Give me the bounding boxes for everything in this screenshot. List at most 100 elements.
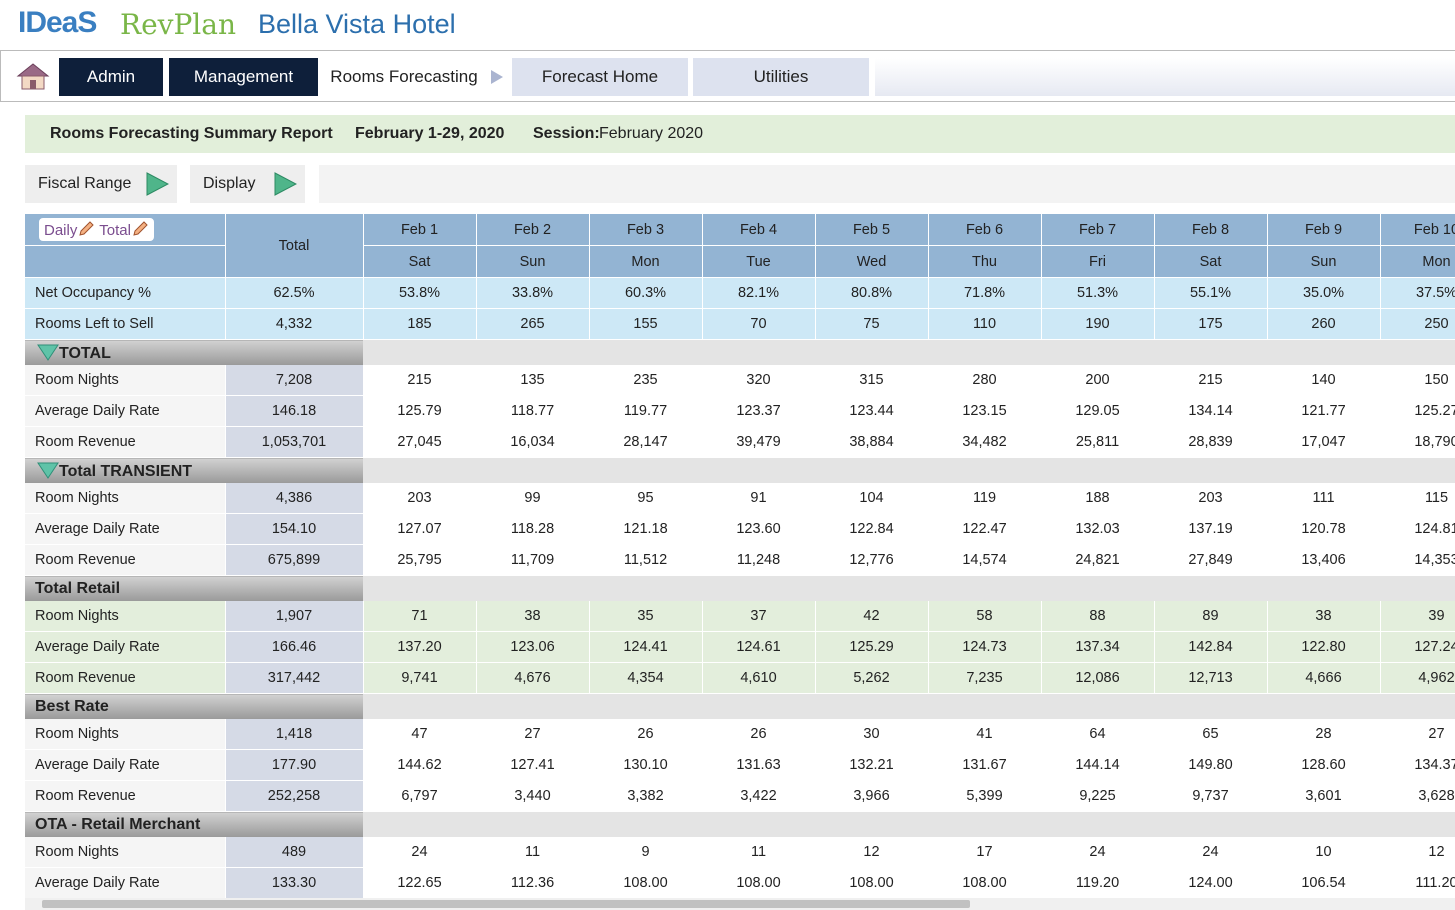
cell: 42 bbox=[815, 601, 929, 632]
product: RevPlan bbox=[120, 8, 236, 41]
cell: 28,839 bbox=[1154, 426, 1268, 458]
home-icon[interactable] bbox=[15, 61, 51, 91]
cell: 82.1% bbox=[702, 277, 816, 309]
cell: 188 bbox=[1041, 483, 1155, 514]
cell: 64 bbox=[1041, 719, 1155, 750]
date-header: Feb 3 bbox=[589, 214, 703, 246]
data-row: Room Revenue 317,442 9,741 4,676 4,354 4,610 5… bbox=[25, 662, 1455, 694]
section-label[interactable]: Total TRANSIENT bbox=[25, 457, 363, 483]
report-bar: Rooms Forecasting Summary Report Februar… bbox=[25, 115, 1455, 153]
cell: 4,610 bbox=[702, 662, 816, 694]
cell: 106.54 bbox=[1267, 867, 1381, 899]
cell: 123.15 bbox=[928, 395, 1042, 427]
cell: 203 bbox=[1154, 483, 1268, 514]
collapse-icon[interactable] bbox=[37, 461, 59, 479]
cell: 55.1% bbox=[1154, 277, 1268, 309]
data-row: Net Occupancy % 62.5% 53.8% 33.8% 60.3% 82.1%… bbox=[25, 277, 1455, 309]
cell: 24 bbox=[1041, 837, 1155, 868]
cell: 11,248 bbox=[702, 544, 816, 576]
fiscal-range-filter[interactable]: Fiscal Range bbox=[25, 165, 177, 203]
day-header: Tue bbox=[702, 245, 816, 278]
row-total: 154.10 bbox=[225, 513, 364, 545]
cell: 75 bbox=[815, 308, 929, 340]
cell: 3,966 bbox=[815, 780, 929, 812]
cell: 33.8% bbox=[476, 277, 590, 309]
nav-admin[interactable]: Admin bbox=[59, 58, 163, 96]
row-total: 166.46 bbox=[225, 631, 364, 663]
cell: 155 bbox=[589, 308, 703, 340]
toggle[interactable]: Daily bbox=[44, 222, 78, 239]
cell: 215 bbox=[1154, 365, 1268, 396]
empty-header bbox=[25, 245, 226, 278]
toggle-cell: Daily Total bbox=[25, 214, 226, 246]
cell: 38,884 bbox=[815, 426, 929, 458]
date-header: Feb 7 bbox=[1041, 214, 1155, 246]
cell: 9,225 bbox=[1041, 780, 1155, 812]
cell: 150 bbox=[1380, 365, 1455, 396]
data-row: Room Nights 4,386 203 99 95 91 104 119 188 203 111… bbox=[25, 483, 1455, 514]
cell: 28,147 bbox=[589, 426, 703, 458]
cell: 4,676 bbox=[476, 662, 590, 694]
row-label: Room Nights bbox=[25, 365, 226, 396]
data-row: Room Nights 7,208 215 135 235 320 315 280 200 215… bbox=[25, 365, 1455, 396]
nav-management[interactable]: Management bbox=[169, 58, 318, 96]
nav-forecast-home[interactable]: Forecast Home bbox=[512, 58, 688, 96]
cell: 129.05 bbox=[1041, 395, 1155, 427]
day-header: Fri bbox=[1041, 245, 1155, 278]
day-header: Sat bbox=[1154, 245, 1268, 278]
cell: 3,601 bbox=[1267, 780, 1381, 812]
data-row: Room Revenue 252,258 6,797 3,440 3,382 3,422 3… bbox=[25, 780, 1455, 812]
cell: 215 bbox=[363, 365, 477, 396]
data-row: Average Daily Rate 154.10 127.07 118.28 121.… bbox=[25, 513, 1455, 545]
cell: 38 bbox=[476, 601, 590, 632]
section-fill bbox=[363, 811, 1455, 837]
h-scrollbar[interactable] bbox=[25, 898, 1455, 910]
cell: 5,262 bbox=[815, 662, 929, 694]
nav-rooms-forecasting[interactable]: Rooms Forecasting bbox=[330, 67, 478, 86]
toggle[interactable]: Total bbox=[99, 222, 131, 239]
cell: 27,045 bbox=[363, 426, 477, 458]
cell: 17,047 bbox=[1267, 426, 1381, 458]
cell: 125.29 bbox=[815, 631, 929, 663]
date-header: Feb 8 bbox=[1154, 214, 1268, 246]
row-total: 1,053,701 bbox=[225, 426, 364, 458]
section-label[interactable]: TOTAL bbox=[25, 339, 363, 365]
cell: 122.65 bbox=[363, 867, 477, 899]
row-total: 62.5% bbox=[225, 277, 364, 309]
cell: 135 bbox=[476, 365, 590, 396]
cell: 3,382 bbox=[589, 780, 703, 812]
collapse-icon[interactable] bbox=[37, 343, 59, 361]
cell: 10 bbox=[1267, 837, 1381, 868]
section-label: Total Retail bbox=[25, 575, 363, 601]
cell: 53.8% bbox=[363, 277, 477, 309]
cell: 91 bbox=[702, 483, 816, 514]
cell: 11 bbox=[702, 837, 816, 868]
row-label: Room Revenue bbox=[25, 662, 226, 694]
row-label: Average Daily Rate bbox=[25, 513, 226, 545]
row-total: 4,332 bbox=[225, 308, 364, 340]
cell: 127.07 bbox=[363, 513, 477, 545]
cell: 175 bbox=[1154, 308, 1268, 340]
nav-utilities[interactable]: Utilities bbox=[693, 58, 869, 96]
scroll-thumb[interactable] bbox=[42, 900, 970, 908]
display-filter[interactable]: Display bbox=[190, 165, 305, 203]
row-label: Net Occupancy % bbox=[25, 277, 226, 309]
cell: 34,482 bbox=[928, 426, 1042, 458]
cell: 24 bbox=[1154, 837, 1268, 868]
cell: 142.84 bbox=[1154, 631, 1268, 663]
cell: 128.60 bbox=[1267, 749, 1381, 781]
row-label: Average Daily Rate bbox=[25, 631, 226, 663]
row-total: 4,386 bbox=[225, 483, 364, 514]
header-row: Daily Total Total Feb 1 Feb 2 Feb 3 Feb 4 Feb … bbox=[25, 214, 1455, 278]
cell: 200 bbox=[1041, 365, 1155, 396]
filter-label: Fiscal Range bbox=[38, 175, 132, 192]
cell: 99 bbox=[476, 483, 590, 514]
section-label: Best Rate bbox=[25, 693, 363, 719]
cell: 134.14 bbox=[1154, 395, 1268, 427]
cell: 111.20 bbox=[1380, 867, 1455, 899]
cell: 120.78 bbox=[1267, 513, 1381, 545]
cell: 123.60 bbox=[702, 513, 816, 545]
cell: 235 bbox=[589, 365, 703, 396]
cell: 27,849 bbox=[1154, 544, 1268, 576]
date-header: Feb 1 bbox=[363, 214, 477, 246]
